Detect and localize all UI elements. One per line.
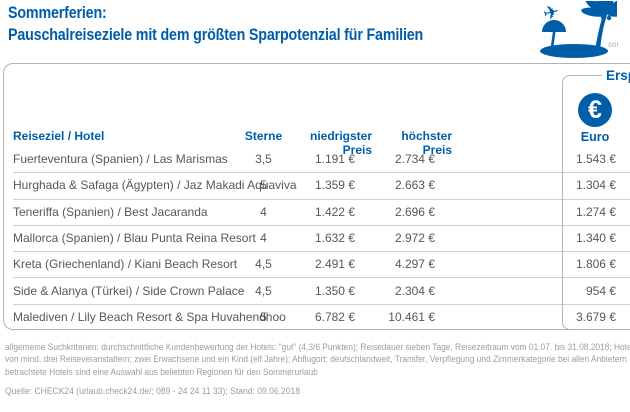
table-row: Malediven / Lily Beach Resort & Spa Huva… [3, 303, 630, 330]
table-row: Kreta (Griechenland) / Kiani Beach Resor… [3, 251, 630, 277]
header-destination: Reiseziel / Hotel [13, 129, 105, 143]
footnote-block: allgemeine Suchkriterien: durchschnittli… [5, 342, 630, 379]
table-row: Fuerteventura (Spanien) / Las Marismas 3… [3, 146, 630, 172]
stars-cell: 4 [260, 230, 267, 245]
destination-cell: Teneriffa (Spanien) / Best Jacaranda [13, 204, 208, 219]
table-container [3, 63, 630, 330]
table-row: Mallorca (Spanien) / Blau Punta Reina Re… [3, 224, 630, 251]
stars-cell: 4,5 [255, 257, 272, 272]
savings-euro-cell: 954 € [585, 283, 616, 298]
destination-cell: Side & Alanya (Türkei) / Side Crown Pala… [13, 283, 245, 298]
table-body: Fuerteventura (Spanien) / Las Marismas 3… [3, 146, 630, 330]
destination-cell: Mallorca (Spanien) / Blau Punta Reina Re… [13, 230, 256, 245]
footnote-line-2: von mind. drei Reiseveranstaltern; zwei … [5, 354, 627, 366]
title-line-2: Pauschalreiseziele mit dem größten Sparp… [8, 25, 424, 44]
highest-price-cell: 2.734 € [394, 152, 435, 167]
header-highest-price: höchster Preis [401, 129, 452, 157]
table-row: Hurghada & Safaga (Ägypten) / Jaz Makadi… [3, 172, 630, 198]
lowest-price-cell: 1.632 € [314, 230, 355, 245]
highest-price-cell: 2.304 € [394, 283, 435, 298]
lowest-price-cell: 6.782 € [314, 309, 355, 324]
savings-column-header-euro: Euro [580, 130, 610, 144]
savings-box-label: Ersparnis [602, 68, 630, 83]
lowest-price-cell: 1.191 € [314, 152, 355, 167]
savings-box [562, 75, 630, 330]
savings-euro-cell: 1.543 € [575, 152, 616, 167]
table-row: Side & Alanya (Türkei) / Side Crown Pala… [3, 277, 630, 303]
savings-euro-cell: 1.274 € [575, 204, 616, 219]
header-stars: Sterne [244, 129, 283, 143]
destination-cell: Hurghada & Safaga (Ägypten) / Jaz Makadi… [13, 178, 297, 193]
destination-cell: Malediven / Lily Beach Resort & Spa Huva… [13, 309, 286, 324]
highest-price-cell: 2.696 € [394, 204, 435, 219]
plane-icon: ✈ [541, 1, 562, 26]
island-palm-plane-icon: ✈ [540, 0, 630, 58]
table-header-row: Reiseziel / Hotel Sterne niedrigster Pre… [3, 129, 630, 157]
page-title: Sommerferien: Pauschalreiseziele mit dem… [8, 2, 502, 46]
destination-cell: Fuerteventura (Spanien) / Las Marismas [13, 152, 228, 167]
lowest-price-cell: 1.359 € [314, 178, 355, 193]
footnote-line-3: betrachtete Hotels sind eine Auswahl aus… [5, 366, 318, 378]
lowest-price-cell: 1.422 € [314, 204, 355, 219]
stars-cell: 5 [260, 309, 267, 324]
savings-euro-cell: 1.340 € [575, 230, 616, 245]
header-lowest-price: niedrigster Preis [309, 129, 372, 157]
stars-cell: 3,5 [255, 152, 272, 167]
title-line-1: Sommerferien: [8, 3, 107, 22]
savings-euro-cell: 1.806 € [575, 257, 616, 272]
table-row: Teneriffa (Spanien) / Best Jacaranda 4 1… [3, 198, 630, 225]
highest-price-cell: 2.663 € [394, 178, 435, 193]
euro-coin-icon: € [578, 93, 612, 127]
footnote-line-1: allgemeine Suchkriterien: durchschnittli… [5, 342, 630, 353]
highest-price-cell: 2.972 € [394, 230, 435, 245]
highest-price-cell: 4.297 € [394, 257, 435, 272]
stars-cell: 5 [260, 178, 267, 193]
euro-symbol: € [588, 95, 602, 124]
lowest-price-cell: 2.491 € [314, 257, 355, 272]
stars-cell: 4 [260, 204, 267, 219]
edge-watermark-text: sor [608, 40, 620, 49]
destination-cell: Kreta (Griechenland) / Kiani Beach Resor… [13, 257, 238, 272]
lowest-price-cell: 1.350 € [314, 283, 355, 298]
stars-cell: 4,5 [255, 283, 272, 298]
highest-price-cell: 10.461 € [388, 309, 435, 324]
source-line: Quelle: CHECK24 (urlaub.check24.de/; 089… [5, 386, 301, 397]
vacation-island-icon: ✈ [537, 0, 630, 58]
savings-euro-cell: 3.679 € [575, 309, 616, 324]
savings-euro-cell: 1.304 € [575, 178, 616, 193]
